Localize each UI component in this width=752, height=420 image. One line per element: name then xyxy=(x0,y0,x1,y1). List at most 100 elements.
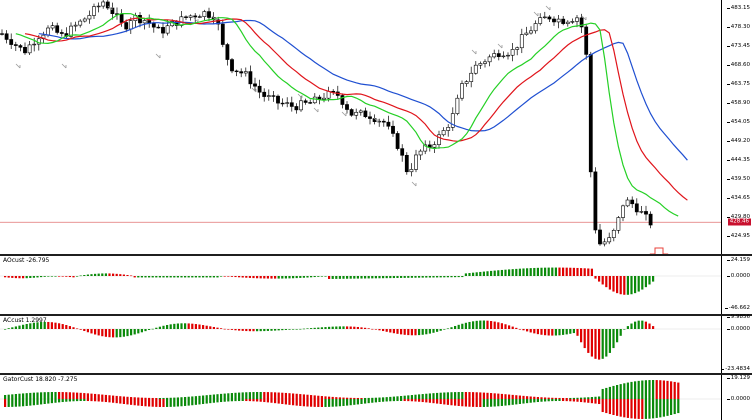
ac-indicator-pane[interactable]: ACcust 1.2997 9.9856 0.0000 -23.4834 xyxy=(0,314,752,373)
pane-separator[interactable] xyxy=(0,314,752,316)
histogram-bar xyxy=(367,276,370,279)
histogram-bar xyxy=(630,276,633,295)
gator-indicator-pane[interactable]: GatorCust 18.820 -7.275 19.129 0.0000 xyxy=(0,375,752,420)
bull-candle xyxy=(533,23,538,32)
gator-lower-bar xyxy=(14,399,17,407)
gator-upper-bar xyxy=(468,392,471,399)
gator-upper-bar xyxy=(634,381,637,399)
gator-upper-bar xyxy=(655,380,658,399)
histogram-bar xyxy=(598,276,601,282)
bull-candle xyxy=(414,154,418,170)
gator-upper-bar xyxy=(454,392,457,399)
histogram-bar xyxy=(245,276,248,278)
gator-upper-bar xyxy=(101,394,104,399)
gator-lower-bar xyxy=(367,399,370,404)
gator-lower-bar xyxy=(259,399,262,402)
histogram-bar xyxy=(608,329,611,353)
histogram-bar xyxy=(544,267,547,276)
gator-lower-bar xyxy=(133,399,136,406)
bear-candle xyxy=(340,95,345,105)
histogram-bar xyxy=(576,329,579,336)
histogram-bar xyxy=(547,329,550,336)
bull-candle xyxy=(46,27,50,36)
bear-candle xyxy=(18,45,23,48)
pane-separator[interactable] xyxy=(0,254,752,256)
gator-upper-bar xyxy=(83,393,86,399)
gator-upper-bar xyxy=(464,392,467,399)
gator-upper-bar xyxy=(626,382,629,399)
bear-candle xyxy=(496,53,501,57)
ao-indicator-pane[interactable]: AOcust -26.795 24.159 0.0000 -46.662 xyxy=(0,256,752,314)
histogram-bar xyxy=(364,327,367,329)
price-tick-label: 463.75 xyxy=(726,81,750,87)
histogram-bar xyxy=(637,320,640,329)
bull-candle xyxy=(450,113,455,128)
histogram-bar xyxy=(374,276,377,279)
gator-lower-bar xyxy=(616,399,619,416)
price-chart-pane[interactable]: 483.15 478.30 473.45 468.60 463.75 458.90 454.… xyxy=(0,0,752,254)
histogram-bar xyxy=(641,320,644,329)
price-chart-canvas[interactable] xyxy=(0,0,752,254)
histogram-bar xyxy=(281,276,284,279)
histogram-bar xyxy=(115,273,118,276)
histogram-bar xyxy=(320,327,323,329)
bear-candle xyxy=(184,16,188,18)
histogram-bar xyxy=(328,276,331,279)
gator-lower-bar xyxy=(634,399,637,419)
gator-upper-bar xyxy=(385,397,388,399)
bear-candle xyxy=(363,110,368,118)
ac-axis[interactable]: 9.9856 0.0000 -23.4834 xyxy=(721,314,752,373)
bear-candle xyxy=(225,44,230,60)
gator-lower-bar xyxy=(169,399,172,407)
indicator-tick-label: -46.662 xyxy=(724,305,750,311)
histogram-bar xyxy=(407,276,410,278)
pane-separator[interactable] xyxy=(0,373,752,375)
histogram-bar xyxy=(241,276,244,278)
bull-candle xyxy=(542,16,547,19)
gator-upper-bar xyxy=(608,386,611,399)
histogram-bar xyxy=(389,329,392,333)
gator-upper-bar xyxy=(299,394,302,399)
gator-lower-bar xyxy=(76,399,79,402)
bull-candle xyxy=(50,25,55,29)
gator-upper-bar xyxy=(353,397,356,399)
histogram-bar xyxy=(572,329,575,334)
histogram-bar xyxy=(616,329,619,343)
bear-candle xyxy=(547,16,552,20)
gator-lower-bar xyxy=(619,399,622,417)
gator-lower-bar xyxy=(43,399,46,404)
gator-axis[interactable]: 19.129 0.0000 xyxy=(721,375,752,420)
gator-upper-bar xyxy=(580,397,583,399)
histogram-bar xyxy=(403,329,406,335)
gator-lower-bar xyxy=(205,399,208,404)
histogram-bar xyxy=(338,326,341,329)
bear-candle xyxy=(257,85,262,93)
price-axis[interactable]: 483.15 478.30 473.45 468.60 463.75 458.90 454.… xyxy=(721,0,752,254)
gator-upper-bar xyxy=(407,395,410,399)
histogram-bar xyxy=(464,273,467,276)
ao-axis[interactable]: 24.159 0.0000 -46.662 xyxy=(721,256,752,314)
gator-upper-bar xyxy=(461,392,464,399)
histogram-bar xyxy=(536,329,539,335)
bear-candle xyxy=(395,133,400,149)
histogram-bar xyxy=(421,276,424,278)
gator-lower-bar xyxy=(612,399,615,415)
histogram-bar xyxy=(166,276,169,278)
gator-upper-bar xyxy=(338,397,341,399)
indicator-tick-label: 9.9856 xyxy=(726,314,750,320)
histogram-bar xyxy=(310,276,313,278)
histogram-bar xyxy=(554,267,557,276)
gator-lower-bar xyxy=(468,399,471,407)
gator-lower-bar xyxy=(432,399,435,404)
gator-upper-bar xyxy=(256,392,259,399)
histogram-bar xyxy=(587,268,590,276)
histogram-bar xyxy=(155,327,158,329)
histogram-bar xyxy=(223,328,226,330)
histogram-bar xyxy=(580,329,583,343)
histogram-bar xyxy=(54,322,57,329)
histogram-bar xyxy=(284,329,287,330)
histogram-bar xyxy=(166,324,169,329)
histogram-bar xyxy=(266,276,269,279)
gator-lower-bar xyxy=(587,399,590,403)
